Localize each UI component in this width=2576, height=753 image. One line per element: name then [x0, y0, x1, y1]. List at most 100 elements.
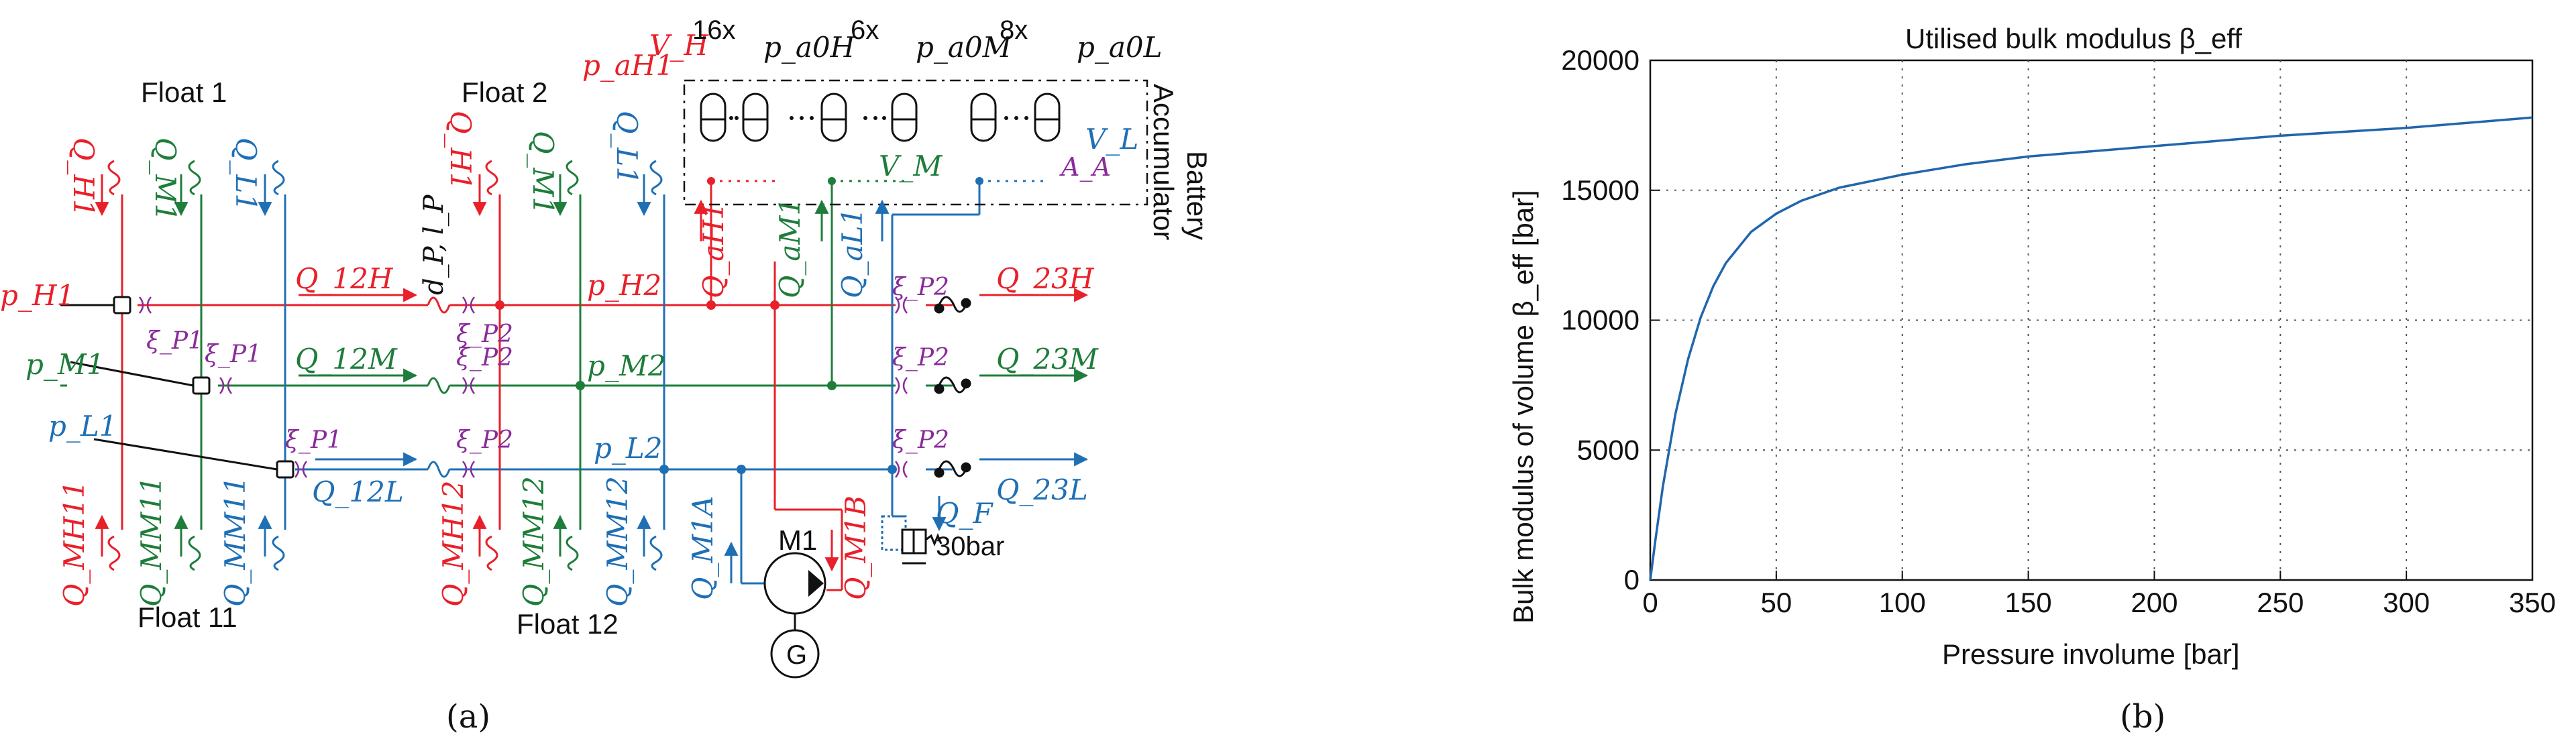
label-count-16x: 16x: [692, 15, 736, 45]
y-axis-label: Bulk modulus of volume β_eff [bar]: [1507, 190, 1539, 624]
motor-m1-label: M1: [778, 524, 817, 556]
x-tick-label: 50: [1760, 587, 1792, 618]
label-p-l1: p_L1: [48, 410, 117, 443]
label-p-a0h: p_a0H: [763, 31, 856, 64]
label-q-23m: Q_23M: [996, 343, 1099, 375]
label-xi-p2-right-high: ξ_P2: [892, 274, 949, 301]
valve-symbols: [139, 296, 908, 478]
float-1-low-vertical: [272, 160, 286, 571]
y-tick-label: 0: [1624, 564, 1640, 595]
label-q-h1-float2: Q_H1: [444, 111, 477, 190]
label-q-m1: Q_M1: [149, 137, 182, 221]
label-q-12h: Q_12H: [295, 262, 394, 295]
pressure-labels: p_H1 p_M1 p_L1 p_H2 p_M2 p_L2 p_aH1 p_a0…: [0, 31, 1163, 465]
label-xi-p2-right-low: ξ_P2: [892, 426, 949, 454]
plot-area: [1649, 59, 2534, 581]
float-11-label: Float 11: [138, 601, 237, 633]
accumulators: [700, 93, 1061, 142]
label-p-m1: p_M1: [25, 348, 105, 381]
caption-a: (a): [446, 698, 490, 736]
chart-title: Utilised bulk modulus β_eff: [1905, 23, 2242, 54]
label-v-l: V_L: [1085, 123, 1138, 156]
label-q-al1: Q_aL1: [836, 208, 869, 298]
label-q-m1b: Q_M1B: [839, 496, 872, 600]
high-pressure-line: [101, 296, 953, 314]
generator-label: G: [786, 640, 807, 670]
motor-m1-triangle: [808, 570, 824, 597]
x-tick-label: 250: [2257, 587, 2304, 618]
label-q-mh12: Q_MH12: [437, 480, 470, 607]
hydraulic-circuit-diagram: Float 1 Float 2 Float 11 Float 12: [0, 15, 1213, 736]
x-tick-label: 300: [2383, 587, 2430, 618]
label-xi-p1-low: ξ_P1: [285, 426, 342, 454]
label-a-a: A_A: [1059, 152, 1111, 182]
float-12-label: Float 12: [517, 608, 619, 640]
label-q-h1: Q_H1: [67, 137, 100, 217]
label-pipe-dims: d_P, l_P: [419, 194, 449, 295]
label-q-f: Q_F: [936, 497, 994, 530]
label-battery: Battery: [1181, 151, 1213, 240]
misc-labels: ξ_P1 ξ_P1 ξ_P1 ξ_P2 ξ_P2 ξ_P2 ξ_P2 ξ_P2 …: [146, 15, 1213, 454]
bulk-modulus-chart: 0 50 100 150 200 250 300 350 0 5000 10000 15000 2000…: [1507, 23, 2556, 736]
label-q-m1a: Q_M1A: [686, 496, 719, 601]
label-q-ml12: Q_MM12: [601, 476, 634, 607]
flow-labels: Q_H1 Q_M1 Q_L1 Q_H1 Q_M1 Q_L1 Q_12H Q_12…: [58, 111, 1099, 607]
accumulator-dots: [729, 116, 1028, 120]
x-tick-label: 0: [1642, 587, 1658, 618]
x-tick-label: 350: [2509, 587, 2556, 618]
label-count-6x: 6x: [851, 15, 879, 45]
label-xi-p2-mid: ξ_P2: [456, 344, 513, 371]
x-axis-label: Pressure involume [bar]: [1942, 638, 2240, 670]
motor-circuit: [740, 305, 906, 591]
pressure-sensors: [60, 296, 294, 479]
series-line: [1649, 116, 2533, 581]
label-p-a0m: p_a0M: [916, 31, 1012, 64]
float-1-high-vertical: [107, 160, 123, 571]
accumulator-branches: [710, 180, 1046, 469]
label-q-ah1: Q_aH1: [697, 202, 730, 298]
label-count-8x: 8x: [1000, 15, 1028, 45]
label-xi-p1-high: ξ_P1: [146, 327, 203, 355]
relief-valve-30bar: [881, 515, 943, 565]
float-1-mid-vertical: [188, 160, 203, 571]
y-tick-label: 10000: [1561, 304, 1640, 336]
label-q-mm12: Q_MM12: [517, 476, 550, 607]
label-q-m1-float2: Q_M1: [527, 131, 559, 215]
label-accumulator: Accumulator: [1148, 84, 1179, 240]
low-pressure-line: [295, 461, 953, 478]
axis-ticks: 0 50 100 150 200 250 300 350 0 5000 10000 15000 2000…: [1561, 44, 2556, 618]
label-p-h2: p_H2: [587, 269, 661, 302]
mid-pressure-line: [60, 377, 953, 394]
y-tick-label: 15000: [1561, 174, 1640, 206]
label-p-h1: p_H1: [0, 279, 74, 312]
label-xi-p2-high: ξ_P2: [456, 321, 513, 348]
label-v-h: V_H: [649, 29, 709, 62]
label-v-m: V_M: [879, 150, 943, 182]
label-q-12m: Q_12M: [295, 343, 398, 375]
label-q-12l: Q_12L: [312, 475, 404, 508]
label-q-ml11: Q_MM11: [219, 476, 252, 607]
float-2-high-vertical: [485, 160, 501, 571]
label-xi-p1-mid: ξ_P1: [205, 341, 262, 368]
caption-b: (b): [2120, 698, 2165, 736]
label-q-l1-float2: Q_L1: [610, 111, 643, 184]
accumulator-battery-box: [683, 79, 1148, 206]
label-q-mm11: Q_MM11: [135, 476, 168, 607]
label-q-am1: Q_aM1: [773, 198, 806, 298]
right-couplings: [934, 296, 971, 478]
label-q-23h: Q_23H: [996, 262, 1095, 295]
label-xi-p2-right-mid: ξ_P2: [892, 344, 949, 371]
y-tick-label: 20000: [1561, 44, 1640, 76]
float-2-label: Float 2: [462, 76, 547, 108]
float-2-mid-vertical: [566, 160, 582, 571]
x-tick-label: 100: [1879, 587, 1926, 618]
x-tick-label: 200: [2131, 587, 2178, 618]
label-q-mh11: Q_MH11: [58, 480, 91, 607]
label-p-m2: p_M2: [587, 349, 666, 382]
x-tick-label: 150: [2005, 587, 2052, 618]
label-q-l1: Q_L1: [229, 137, 262, 211]
label-p-ah1: p_aH1: [582, 49, 674, 82]
relief-valve-label: 30bar: [936, 532, 1004, 561]
label-p-a0l: p_a0L: [1077, 31, 1163, 64]
